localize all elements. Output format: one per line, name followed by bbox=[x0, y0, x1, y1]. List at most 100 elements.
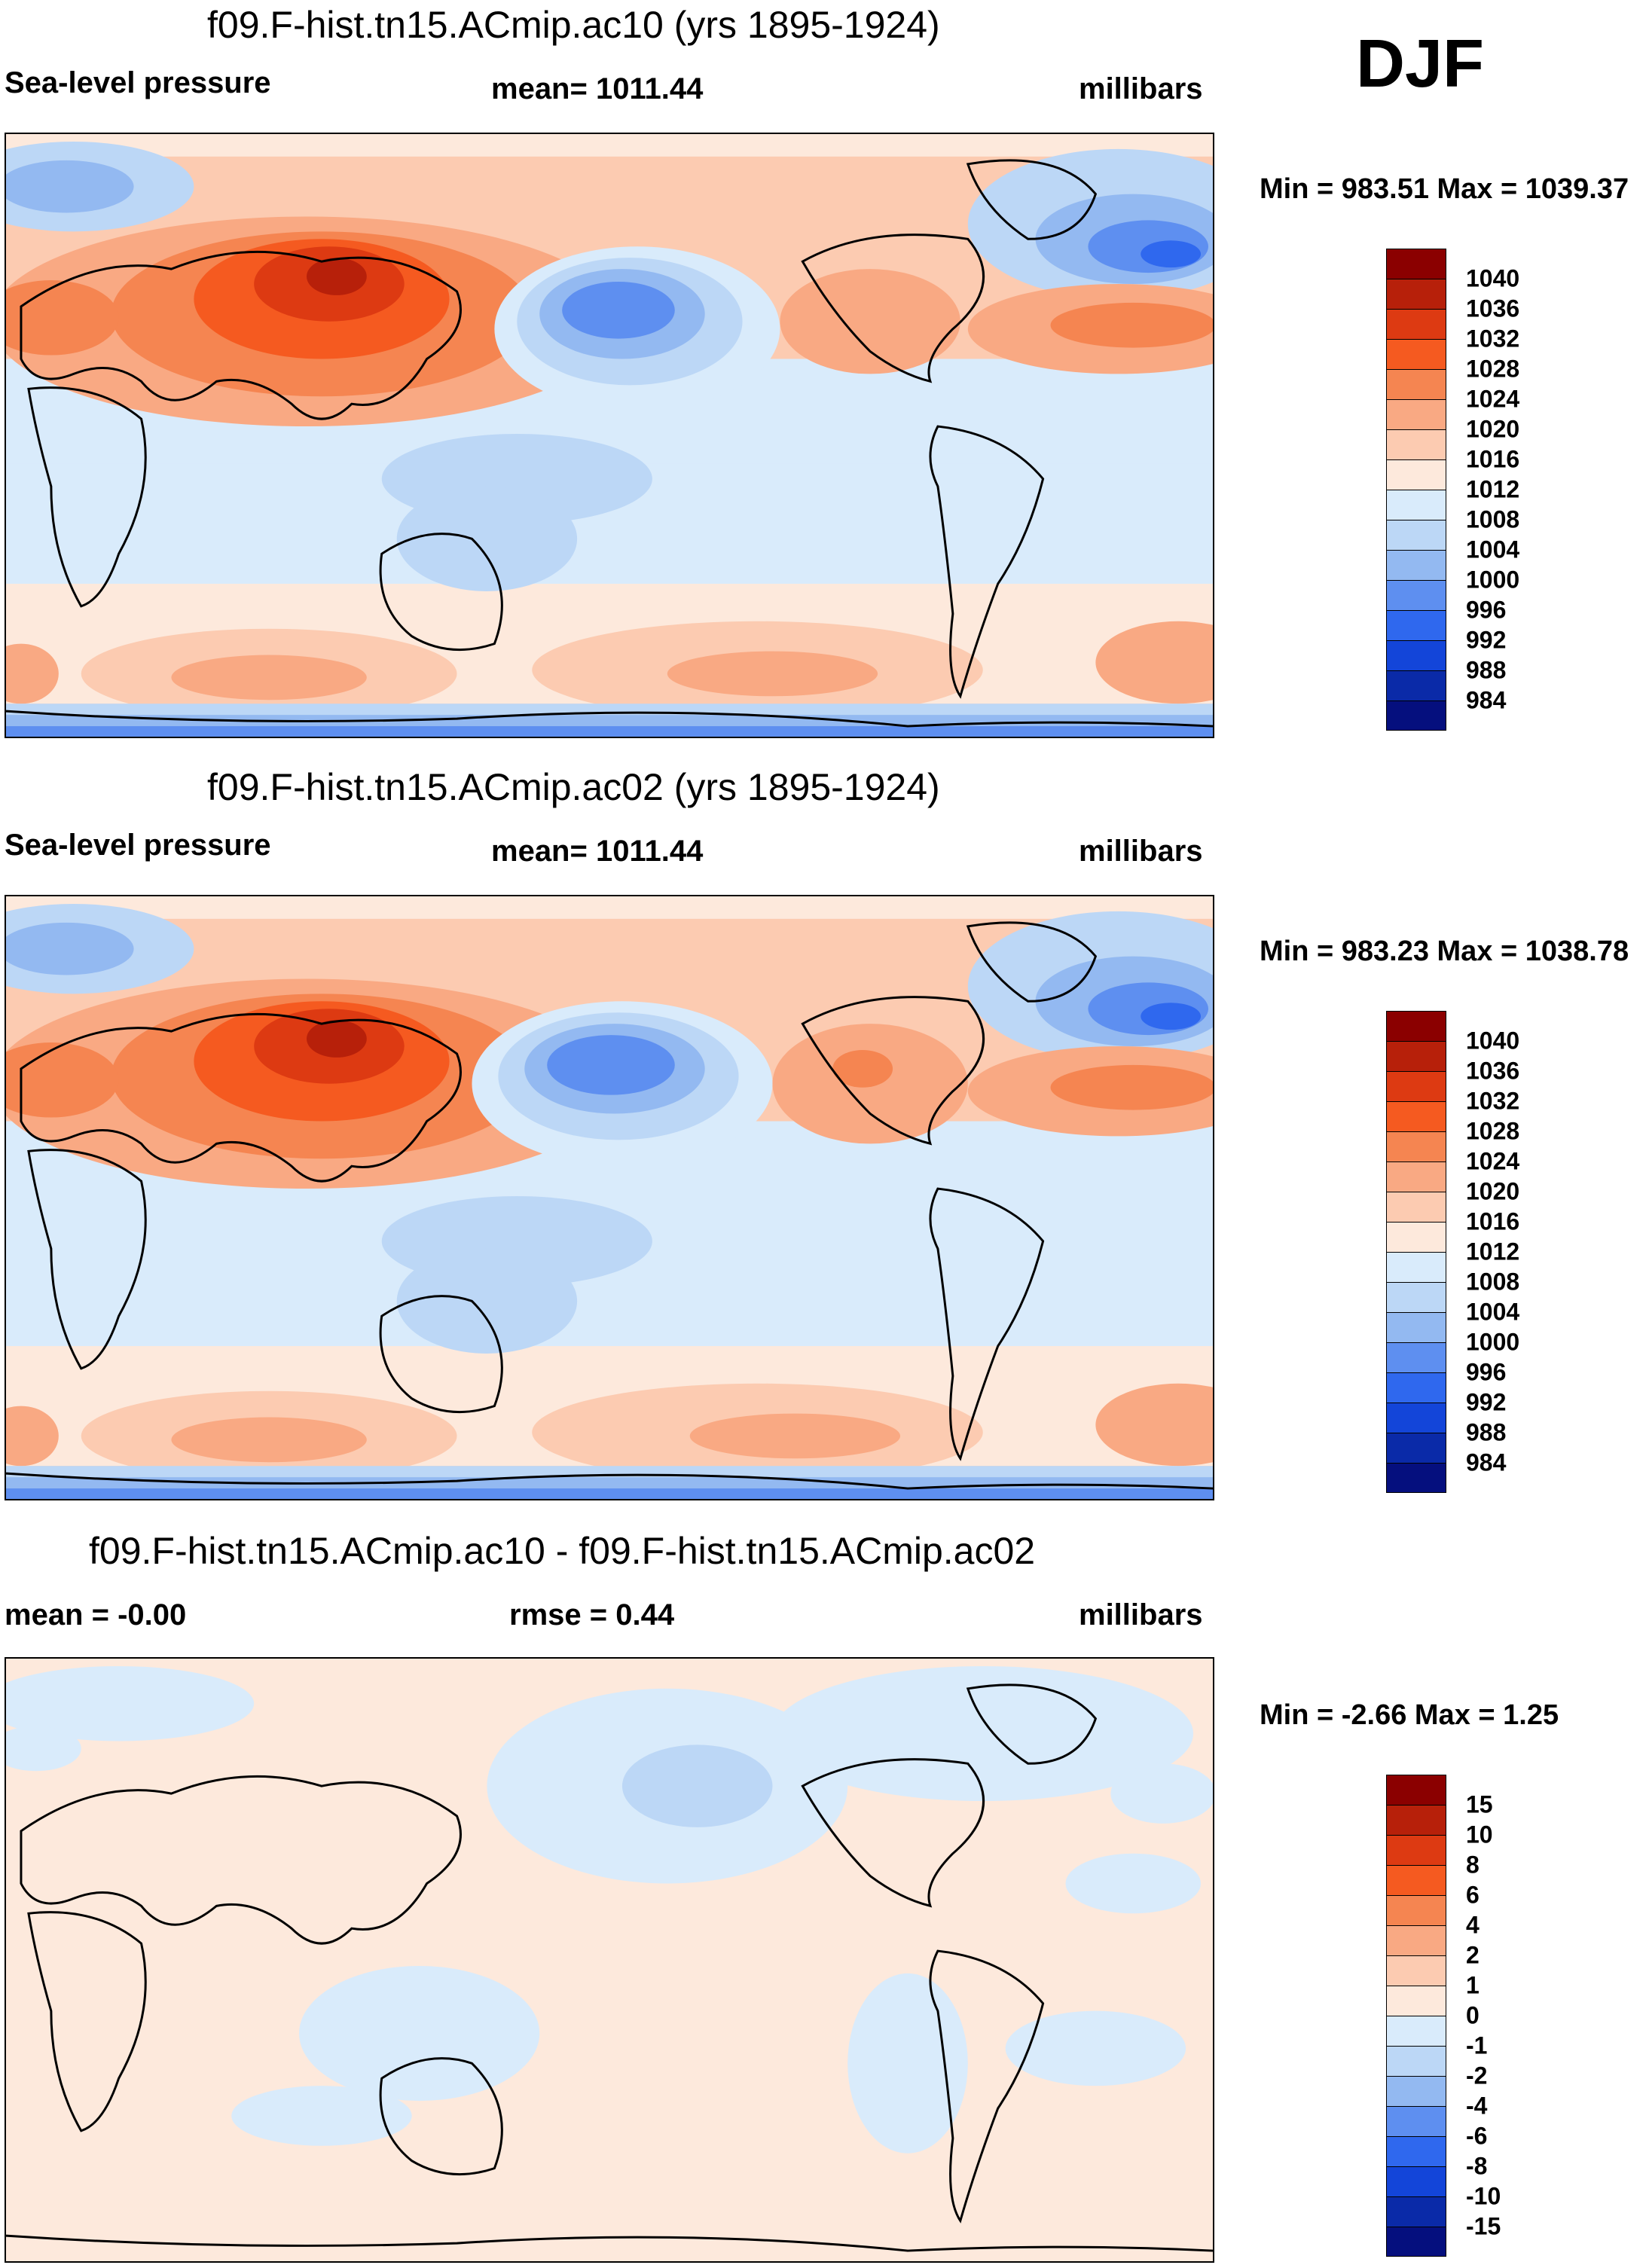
colorbar-swatch bbox=[1386, 2136, 1446, 2166]
colorbar-swatch bbox=[1386, 1403, 1446, 1433]
panel-1-coastlines bbox=[6, 159, 1213, 728]
colorbar-tick-label: -6 bbox=[1466, 2122, 1488, 2150]
colorbar-tick-label: 1020 bbox=[1466, 415, 1520, 443]
panel-2-title: f09.F-hist.tn15.ACmip.ac02 (yrs 1895-192… bbox=[207, 766, 940, 808]
colorbar-tick-label: 996 bbox=[1466, 1358, 1507, 1386]
colorbar-swatch bbox=[1386, 1835, 1446, 1865]
colorbar-swatch bbox=[1386, 1312, 1446, 1342]
colorbar-tick-label: 1020 bbox=[1466, 1177, 1520, 1205]
colorbar-swatch bbox=[1386, 1101, 1446, 1131]
colorbar-tick-label: 1016 bbox=[1466, 445, 1520, 473]
colorbar-swatch bbox=[1386, 670, 1446, 701]
panel-2-coastlines bbox=[6, 921, 1213, 1490]
colorbar-swatch bbox=[1386, 1222, 1446, 1252]
colorbar-tick-label: -2 bbox=[1466, 2062, 1488, 2089]
colorbar-tick-label: 8 bbox=[1466, 1851, 1480, 1879]
colorbar-tick-label: 1000 bbox=[1466, 566, 1520, 594]
colorbar-tick-label: 1000 bbox=[1466, 1328, 1520, 1356]
colorbar-tick-label: 2 bbox=[1466, 1941, 1480, 1969]
colorbar-swatch bbox=[1386, 1342, 1446, 1372]
colorbar-tick-label: 1028 bbox=[1466, 1117, 1520, 1145]
colorbar-tick-label: 1004 bbox=[1466, 1298, 1520, 1326]
colorbar-swatch bbox=[1386, 1865, 1446, 1895]
colorbar-swatch bbox=[1386, 339, 1446, 369]
colorbar-tick-label: 1032 bbox=[1466, 325, 1520, 353]
colorbar-swatch bbox=[1386, 640, 1446, 670]
colorbar-tick-label: 1040 bbox=[1466, 264, 1520, 292]
colorbar-tick-label: -10 bbox=[1466, 2182, 1501, 2210]
colorbar-swatch bbox=[1386, 2106, 1446, 2136]
colorbar-swatch bbox=[1386, 2046, 1446, 2076]
panel-3-colorbar bbox=[1386, 1775, 1446, 2257]
colorbar-tick-label: -1 bbox=[1466, 2031, 1488, 2059]
colorbar-swatch bbox=[1386, 1925, 1446, 1955]
colorbar-tick-label: 992 bbox=[1466, 1388, 1507, 1416]
colorbar-tick-label: 984 bbox=[1466, 686, 1507, 714]
colorbar-swatch bbox=[1386, 249, 1446, 279]
colorbar-swatch bbox=[1386, 1192, 1446, 1222]
panel-3-units-label: millibars bbox=[1079, 1598, 1203, 1632]
colorbar-swatch bbox=[1386, 369, 1446, 399]
colorbar-tick-label: 4 bbox=[1466, 1911, 1480, 1939]
panel-1-map-svg bbox=[6, 134, 1213, 737]
panel-3-minmax: Min = -2.66 Max = 1.25 bbox=[1260, 1699, 1559, 1731]
colorbar-swatch bbox=[1386, 490, 1446, 520]
colorbar-swatch bbox=[1386, 1011, 1446, 1041]
panel-3-rmse-label: rmse = 0.44 bbox=[509, 1598, 675, 1632]
colorbar-tick-label: 15 bbox=[1466, 1790, 1493, 1818]
colorbar-tick-label: 1028 bbox=[1466, 355, 1520, 383]
season-label: DJF bbox=[1356, 26, 1485, 102]
colorbar-tick-label: 10 bbox=[1466, 1821, 1493, 1848]
colorbar-swatch bbox=[1386, 1463, 1446, 1493]
colorbar-swatch bbox=[1386, 2196, 1446, 2227]
colorbar-swatch bbox=[1386, 550, 1446, 580]
colorbar-tick-label: 1024 bbox=[1466, 385, 1520, 413]
colorbar-swatch bbox=[1386, 2227, 1446, 2257]
colorbar-tick-label: 1040 bbox=[1466, 1027, 1520, 1055]
colorbar-swatch bbox=[1386, 1775, 1446, 1805]
colorbar-tick-label: 1008 bbox=[1466, 505, 1520, 533]
panel-1-minmax: Min = 983.51 Max = 1039.37 bbox=[1260, 173, 1629, 205]
colorbar-swatch bbox=[1386, 1071, 1446, 1101]
colorbar-tick-label: 988 bbox=[1466, 656, 1507, 684]
colorbar-tick-label: 992 bbox=[1466, 626, 1507, 654]
colorbar-swatch bbox=[1386, 1955, 1446, 1986]
panel-3-coastlines bbox=[6, 1683, 1213, 2252]
colorbar-tick-label: -8 bbox=[1466, 2152, 1488, 2180]
colorbar-swatch bbox=[1386, 2076, 1446, 2106]
colorbar-swatch bbox=[1386, 1131, 1446, 1161]
panel-3-map bbox=[5, 1657, 1214, 2263]
colorbar-tick-label: -4 bbox=[1466, 2092, 1488, 2120]
colorbar-swatch bbox=[1386, 1161, 1446, 1192]
colorbar-tick-label: 1012 bbox=[1466, 475, 1520, 503]
colorbar-tick-label: 1024 bbox=[1466, 1147, 1520, 1175]
colorbar-swatch bbox=[1386, 309, 1446, 339]
panel-1-map bbox=[5, 133, 1214, 738]
colorbar-swatch bbox=[1386, 429, 1446, 459]
panel-2-colorbar bbox=[1386, 1011, 1446, 1493]
panel-1-mean-label: mean= 1011.44 bbox=[491, 72, 704, 105]
colorbar-tick-label: 1032 bbox=[1466, 1087, 1520, 1115]
colorbar-swatch bbox=[1386, 580, 1446, 610]
colorbar-tick-label: -15 bbox=[1466, 2212, 1501, 2240]
colorbar-tick-label: 1016 bbox=[1466, 1207, 1520, 1235]
colorbar-swatch bbox=[1386, 1805, 1446, 1835]
colorbar-tick-label: 984 bbox=[1466, 1448, 1507, 1476]
colorbar-tick-label: 988 bbox=[1466, 1418, 1507, 1446]
colorbar-swatch bbox=[1386, 2166, 1446, 2196]
panel-3-mean-label: mean = -0.00 bbox=[5, 1598, 187, 1632]
colorbar-swatch bbox=[1386, 1895, 1446, 1925]
panel-2-variable-label: Sea-level pressure bbox=[5, 829, 271, 862]
colorbar-tick-label: 1008 bbox=[1466, 1268, 1520, 1296]
panel-1-title: f09.F-hist.tn15.ACmip.ac10 (yrs 1895-192… bbox=[207, 4, 940, 46]
panel-3-map-svg bbox=[6, 1659, 1213, 2261]
colorbar-tick-label: 6 bbox=[1466, 1881, 1480, 1909]
colorbar-swatch bbox=[1386, 2016, 1446, 2046]
colorbar-swatch bbox=[1386, 1433, 1446, 1463]
colorbar-swatch bbox=[1386, 399, 1446, 429]
panel-1-variable-label: Sea-level pressure bbox=[5, 66, 271, 99]
panel-3-title: f09.F-hist.tn15.ACmip.ac10 - f09.F-hist.… bbox=[89, 1530, 1036, 1572]
colorbar-swatch bbox=[1386, 279, 1446, 309]
panel-1-units-label: millibars bbox=[1079, 72, 1203, 105]
colorbar-swatch bbox=[1386, 701, 1446, 731]
